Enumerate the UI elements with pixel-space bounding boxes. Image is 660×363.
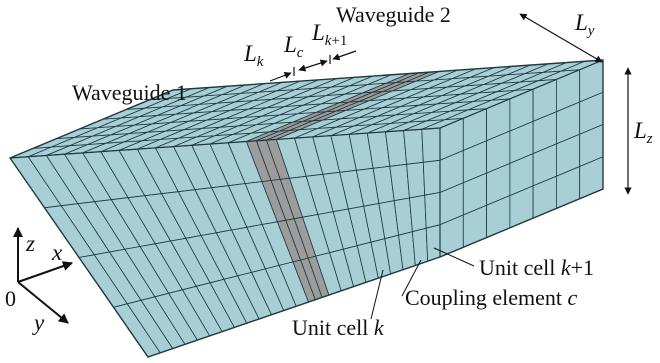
unit-cell-k-label: Unit cell k [292, 315, 385, 340]
lk1-label: Lk+1 [311, 20, 347, 49]
leader-lines [370, 247, 475, 320]
front-cell [411, 227, 429, 267]
front-cell [421, 127, 441, 163]
x-axis-arrow [17, 261, 73, 283]
unit-cell-k1-text: Unit cell [479, 255, 561, 280]
ly-sub: y [586, 23, 595, 39]
lz-label: Lz [633, 118, 653, 147]
ly-arrow [519, 13, 603, 63]
leader-unit-cell-k [370, 269, 384, 320]
box-outline [8, 59, 604, 358]
coupling-c: c [568, 285, 578, 310]
front-cell [406, 161, 426, 199]
waveguide-box [8, 59, 604, 358]
axis-x-label: x [51, 240, 63, 265]
lz-letter: L [633, 118, 647, 143]
lk1-arrow [332, 50, 357, 61]
leader-coupling [401, 259, 422, 297]
origin-label: 0 [5, 286, 16, 311]
y-axis-arrow [17, 281, 69, 324]
unit-cell-k1-plus: +1 [571, 255, 594, 280]
axis-y-label: y [32, 310, 45, 335]
lz-sub: z [646, 131, 653, 147]
unit-cell-k-k: k [374, 315, 385, 340]
lc-label: Lc [283, 32, 304, 61]
ly-letter: L [574, 10, 588, 35]
front-cell [422, 159, 441, 196]
coupling-text: Coupling element [405, 285, 568, 310]
front-cell [425, 224, 441, 262]
dimension-arrows [269, 13, 632, 195]
lc-arrow [298, 59, 328, 72]
leader-unit-cell-k1 [433, 247, 475, 267]
side-face [8, 59, 604, 358]
ly-label: Ly [574, 10, 595, 39]
unit-cell-k1-k: k [561, 255, 572, 280]
waveguide1-label: Waveguide 1 [72, 80, 187, 105]
lc-letter: L [283, 32, 297, 57]
lk1-sub-k: k [325, 33, 332, 49]
lk-letter: L [243, 41, 257, 66]
lk1-sub-plus: +1 [331, 33, 347, 49]
front-cell [403, 128, 424, 165]
unit-cell-k-text: Unit cell [292, 315, 374, 340]
axis-z-label: z [25, 231, 35, 256]
lk1-letter: L [311, 20, 325, 45]
lk-sub: k [257, 54, 264, 70]
front-face [9, 127, 441, 358]
lk-label: Lk [243, 41, 264, 70]
front-cell [409, 194, 427, 233]
lc-sub: c [297, 45, 304, 61]
unit-cell-k1-label: Unit cell k+1 [479, 255, 594, 280]
lk-arrow [269, 71, 292, 82]
coordinate-axes [13, 227, 73, 324]
waveguide2-label: Waveguide 2 [336, 2, 451, 27]
front-cell [424, 192, 441, 229]
coupling-element-label: Coupling element c [405, 285, 578, 310]
